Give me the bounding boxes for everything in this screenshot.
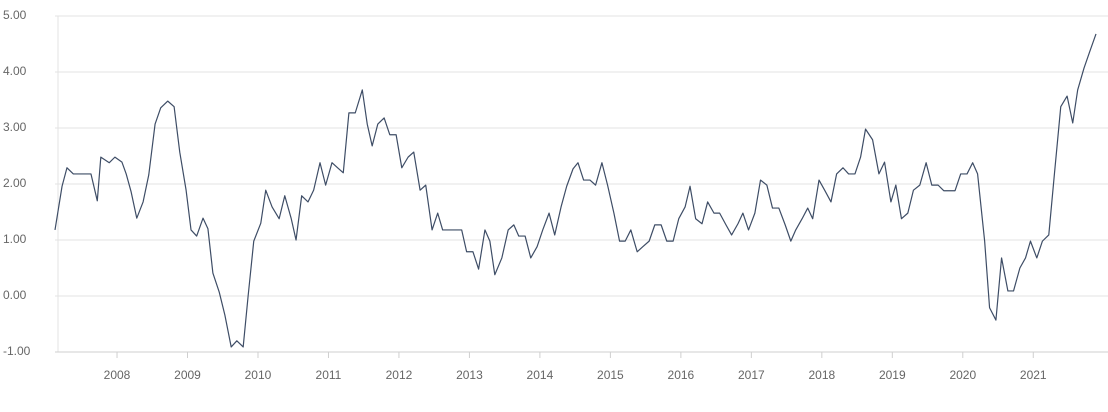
x-tick-label: 2020: [949, 368, 976, 382]
x-tick-label: 2021: [1020, 368, 1047, 382]
x-tick-label: 2017: [738, 368, 765, 382]
x-tick-label: 2016: [668, 368, 695, 382]
x-tick-label: 2013: [456, 368, 483, 382]
x-tick-label: 2019: [879, 368, 906, 382]
x-tick-label: 2011: [316, 368, 342, 382]
y-tick-label: 3.00: [3, 120, 27, 134]
x-tick-label: 2015: [597, 368, 624, 382]
y-tick-label: -1.00: [3, 344, 31, 358]
x-tick-label: 2018: [808, 368, 835, 382]
x-tick-label: 2009: [174, 368, 201, 382]
y-tick-label: 4.00: [3, 64, 27, 78]
x-tick-label: 2012: [386, 368, 413, 382]
x-tick-label: 2010: [245, 368, 272, 382]
x-tick-label: 2008: [104, 368, 131, 382]
y-tick-label: 1.00: [3, 232, 27, 246]
x-tick-label: 2014: [527, 368, 554, 382]
data-line: [54, 33, 1097, 348]
y-tick-label: 2.00: [3, 176, 27, 190]
y-tick-label: 0.00: [3, 288, 27, 302]
y-tick-label: 5.00: [3, 8, 27, 22]
